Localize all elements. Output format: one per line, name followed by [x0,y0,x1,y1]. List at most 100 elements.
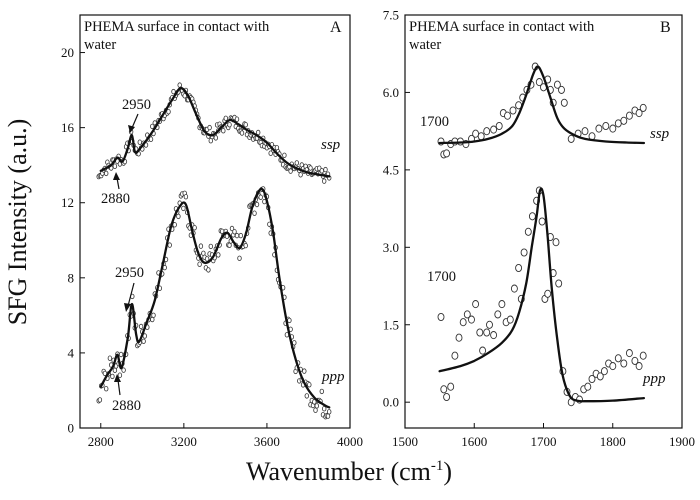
data-point-ssp-a [288,168,293,174]
data-point-ssp-b [443,149,451,158]
x-axis-title: Wavenumber (cm-1) [246,457,452,486]
data-point-ppp-b [455,333,463,342]
data-point-ppp-a [327,409,332,415]
data-point-ssp-a [137,139,142,145]
a-ytick-label: 20 [61,45,74,60]
data-point-ppp-a [103,386,109,392]
data-point-ssp-b [635,109,643,118]
data-point-ppp-a [176,213,181,220]
data-point-ssp-a [323,166,328,173]
data-point-ssp-b [477,132,485,141]
data-point-ssp-a [148,136,154,142]
data-point-ssp-b [483,127,491,136]
data-point-ppp-a [192,224,197,231]
data-point-ppp-b [451,351,459,360]
fit-line-ppp-b [438,187,646,403]
label-ssp-b: ssp [650,126,670,142]
data-point-ppp-a [151,312,156,318]
panel-b-fits [438,65,646,403]
data-point-ppp-b [555,279,563,288]
data-point-ssp-a [243,121,248,128]
data-point-ppp-a [319,388,324,395]
data-point-ppp-a [183,193,189,200]
panel-a-fits [99,87,331,409]
data-point-ppp-a [97,397,103,403]
data-point-ssp-a [112,163,118,169]
data-point-ssp-a [182,93,187,99]
data-point-ppp-b [596,372,604,381]
data-point-ppp-a [234,232,240,239]
data-point-ppp-a [304,393,309,399]
b-ytick-label: 3.0 [383,240,399,255]
data-point-ssp-b [490,125,498,134]
data-point-ssp-b [567,134,575,143]
data-point-ppp-b [544,289,552,298]
b-ytick-label: 7.5 [383,8,399,23]
data-point-ppp-a [254,201,260,208]
panel-b-title-line2: water [409,37,441,53]
data-point-ppp-a [198,243,204,249]
data-point-ppp-b [494,310,502,319]
arrowhead-2880-ppp [114,374,121,382]
data-point-ssp-b [472,129,480,138]
data-point-ppp-b [552,238,560,247]
data-point-ppp-a [252,210,257,216]
b-ytick-label: 1.5 [383,317,399,332]
data-point-ssp-a [294,160,299,166]
data-point-ppp-b [479,346,487,355]
data-point-ppp-a [107,355,113,361]
b-ytick-label: 4.5 [383,162,399,177]
panel-a-letter: A [330,19,342,36]
data-point-ppp-b [486,320,493,329]
a-xtick-label: 4000 [337,434,363,449]
data-point-ppp-a [224,233,230,239]
data-point-ppp-b [468,315,475,324]
b-xtick-label: 1800 [600,434,626,449]
data-point-ppp-a [302,368,307,374]
y-axis-title: SFG Intensity (a.u.) [3,119,32,326]
data-point-ssp-a [207,124,212,131]
x-axis-title-close: ) [443,457,452,486]
data-point-ppp-b [459,318,467,327]
panel-b-points [437,62,647,407]
b-xtick-label: 1700 [531,434,557,449]
data-point-ssp-a [166,108,171,115]
data-point-ssp-a [322,178,327,184]
data-point-ssp-a [223,115,228,121]
data-point-ppp-a [197,261,202,267]
data-point-ppp-a [258,194,263,200]
panel-b-letter: B [660,19,671,36]
b-ytick-label: 6.0 [383,85,399,100]
data-point-ppp-b [498,300,506,309]
data-point-ppp-a [110,373,115,380]
data-point-ssp-a [308,165,313,171]
data-point-ppp-b [631,356,639,365]
b-xtick-label: 1500 [392,434,418,449]
panel-a-title-line1: PHEMA surface in contact with [84,19,270,35]
data-point-ppp-b [538,217,546,226]
data-point-ppp-b [524,227,532,236]
annotation-1700-ssp: 1700 [420,114,449,130]
data-point-ppp-a [118,351,124,358]
data-point-ppp-b [443,392,451,402]
data-point-ssp-b [560,98,568,107]
data-point-ppp-b [463,310,471,319]
data-point-ssp-a [234,116,240,122]
data-point-ppp-b [620,359,628,368]
data-point-ppp-a [167,242,172,248]
data-point-ppp-a [141,338,146,344]
x-axis-title-sup: -1 [431,458,444,474]
data-point-ssp-a [103,170,109,177]
arrow-2950-ssp [131,113,139,129]
data-point-ppp-a [314,403,319,409]
x-axis-title-main: Wavenumber (cm [246,457,431,486]
data-point-ppp-a [287,317,292,324]
data-point-ppp-b [515,263,523,273]
fit-line-ssp-a [99,87,331,178]
data-point-ppp-b [437,312,445,322]
data-point-ssp-a [319,168,324,174]
a-xtick-label: 3600 [254,434,280,449]
data-point-ppp-a [237,255,242,261]
fit-line-ssp-b [438,65,646,145]
